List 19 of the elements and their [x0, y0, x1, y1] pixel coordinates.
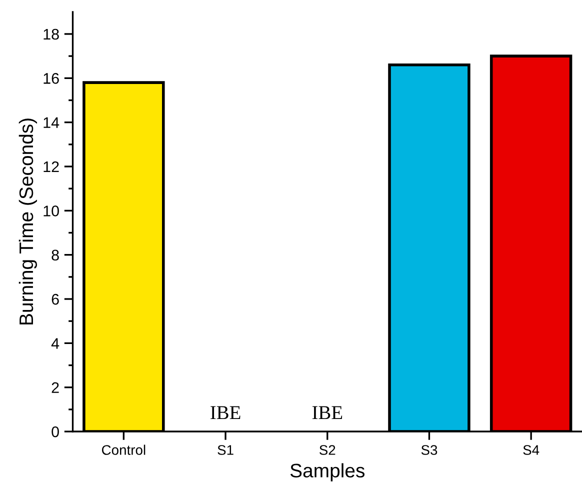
- annotation: IBE: [312, 406, 342, 420]
- annotation: IBE: [210, 406, 240, 420]
- x-tick-label: S2: [320, 445, 336, 455]
- y-tick-label: 2: [52, 382, 59, 393]
- y-tick-label: 0: [52, 426, 59, 438]
- y-tick-label: 18: [44, 28, 59, 40]
- y-axis-title: Burning Time (Seconds): [18, 118, 38, 324]
- y-tick-label: 6: [52, 294, 59, 305]
- y-tick-label: 4: [51, 338, 60, 349]
- y-tick-label: 12: [44, 161, 59, 172]
- x-tick-label: S3: [421, 445, 438, 455]
- x-tick-label: S4: [523, 445, 540, 455]
- y-tick-label: 16: [44, 73, 59, 84]
- x-tick-label: Control: [102, 444, 146, 455]
- x-axis-title: Samples: [290, 463, 364, 482]
- y-tick-label: 14: [44, 117, 60, 128]
- y-tick-label: 10: [44, 206, 59, 216]
- y-tick-label: 8: [52, 250, 59, 261]
- x-tick-label: S1: [218, 445, 234, 455]
